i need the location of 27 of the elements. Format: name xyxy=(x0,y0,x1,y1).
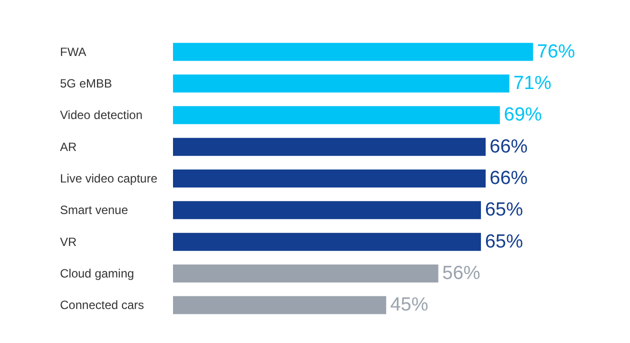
data-label: 76% xyxy=(537,41,576,62)
y-tick-label: AR xyxy=(60,140,78,154)
data-label: 69% xyxy=(504,104,542,126)
bar xyxy=(173,296,386,314)
bar xyxy=(173,138,486,156)
bar xyxy=(173,232,481,251)
y-tick-label: Smart venue xyxy=(60,203,128,218)
bar xyxy=(173,106,500,124)
data-label: 66% xyxy=(490,168,528,189)
data-label: 65% xyxy=(484,231,524,252)
bar xyxy=(173,201,481,220)
data-label: 56% xyxy=(442,263,480,284)
y-tick-label: 5G eMBB xyxy=(60,76,112,90)
data-label: 66% xyxy=(490,136,528,158)
y-tick-label: VR xyxy=(60,234,78,249)
y-tick-label: Connected cars xyxy=(60,298,144,312)
bar xyxy=(173,74,510,92)
y-tick-label: Cloud gaming xyxy=(60,266,134,280)
bar xyxy=(173,170,486,188)
y-tick-label: Live video capture xyxy=(60,172,158,186)
bar xyxy=(173,264,438,282)
y-tick-label: Video detection xyxy=(60,108,143,122)
data-label: 65% xyxy=(484,200,524,221)
data-label: 71% xyxy=(513,73,552,94)
data-label: 45% xyxy=(390,294,428,316)
y-tick-label: FWA xyxy=(60,44,86,59)
bar xyxy=(173,42,534,61)
